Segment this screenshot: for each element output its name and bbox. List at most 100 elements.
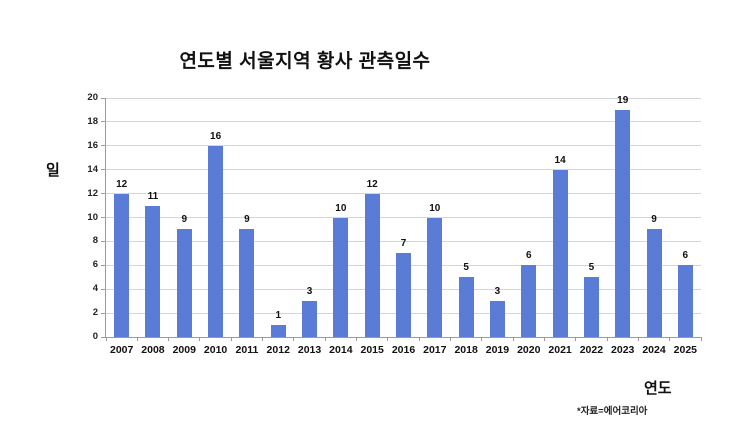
bar-value-label: 9	[651, 214, 657, 226]
x-tick-label: 2017	[423, 344, 447, 356]
bar-value-label: 5	[463, 262, 469, 274]
x-tick-label: 2022	[579, 344, 604, 356]
x-axis-tick	[669, 337, 671, 341]
y-axis-tick	[101, 193, 106, 195]
x-tick-label: 2010	[203, 344, 228, 356]
bar-value-label: 5	[588, 262, 595, 274]
bar	[302, 301, 318, 337]
x-axis-tick	[324, 337, 326, 341]
x-axis-tick	[105, 337, 107, 341]
x-axis-tick	[481, 337, 483, 341]
y-axis-tick	[101, 121, 106, 123]
bar-value-label: 10	[429, 202, 441, 214]
bar-value-label: 1	[275, 310, 282, 322]
bar	[677, 265, 693, 337]
x-axis-tick	[293, 337, 295, 341]
x-axis-tick	[449, 337, 451, 341]
x-tick-label: 2023	[611, 344, 635, 356]
y-tick-label: 10	[87, 211, 98, 223]
bar-value-label: 6	[525, 250, 532, 262]
x-tick-label: 2014	[329, 344, 353, 356]
bar	[427, 217, 443, 337]
x-axis-tick	[512, 337, 514, 341]
x-tick-label: 2018	[454, 344, 478, 356]
x-axis-label: 연도	[644, 380, 672, 397]
y-tick-label: 2	[92, 307, 98, 319]
bar-value-label: 19	[617, 94, 629, 106]
y-axis-tick	[101, 336, 106, 338]
chart-title: 연도별 서울지역 황사 관측일수	[179, 51, 431, 72]
x-axis-tick	[356, 337, 358, 341]
y-tick-label: 8	[92, 235, 98, 247]
x-tick-label: 2007	[109, 344, 134, 356]
y-tick-label: 16	[87, 139, 98, 151]
x-tick-label: 2020	[517, 344, 541, 356]
bar-value-label: 3	[494, 286, 501, 298]
y-tick-label: 6	[92, 259, 98, 271]
x-tick-label: 2012	[266, 344, 290, 356]
x-tick-label: 2024	[642, 344, 666, 356]
bar	[333, 217, 349, 337]
bar	[208, 145, 224, 337]
x-axis-tick	[575, 337, 577, 341]
bar-value-label: 10	[335, 202, 347, 214]
y-tick-label: 20	[87, 92, 98, 103]
bar-value-label: 6	[682, 250, 689, 262]
y-axis-tick	[101, 169, 106, 171]
x-tick-label: 2013	[297, 344, 322, 356]
gridline	[106, 121, 701, 123]
x-axis-tick	[230, 337, 232, 341]
x-tick-label: 2021	[548, 344, 572, 356]
x-tick-label: 2008	[141, 344, 165, 356]
bar-value-label: 9	[181, 214, 188, 226]
x-axis-tick	[700, 337, 702, 341]
x-tick-label: 2015	[360, 344, 384, 356]
bar	[458, 277, 474, 337]
bar	[552, 169, 568, 337]
bar-value-label: 11	[147, 190, 159, 202]
gridline	[106, 97, 701, 99]
y-axis-tick	[101, 312, 106, 314]
x-axis-tick	[168, 337, 170, 341]
bar	[176, 229, 192, 337]
bar	[239, 229, 255, 337]
x-tick-label: 2016	[391, 344, 416, 356]
bar-value-label: 16	[210, 130, 222, 142]
bar-value-label: 9	[244, 214, 250, 226]
x-axis-tick	[199, 337, 201, 341]
x-tick-label: 2025	[673, 344, 697, 356]
y-tick-label: 0	[92, 331, 98, 342]
y-axis-tick	[101, 264, 106, 266]
bar	[364, 193, 380, 337]
y-axis-tick	[101, 288, 106, 290]
bar-value-label: 3	[306, 286, 313, 298]
bar	[489, 301, 505, 337]
x-tick-label: 2019	[485, 344, 510, 356]
bar-value-label: 7	[400, 238, 407, 250]
bar-value-label: 14	[554, 154, 566, 166]
x-axis-tick	[136, 337, 138, 341]
y-axis-tick	[101, 145, 106, 147]
bar	[521, 265, 537, 337]
x-axis-tick	[418, 337, 420, 341]
bar	[646, 229, 662, 337]
plot-area: 0 2 4 6 8 10 12 14 16 18 20 12 2007 11 2008 9 2009 16 2010…	[87, 92, 702, 356]
y-tick-label: 18	[87, 115, 98, 127]
x-tick-label: 2011	[235, 344, 259, 356]
bar	[145, 205, 161, 337]
y-axis-tick	[101, 240, 106, 242]
y-axis-tick	[101, 97, 106, 99]
x-tick-label: 2009	[172, 344, 196, 356]
x-axis-tick	[387, 337, 389, 341]
gridline	[106, 217, 701, 218]
bar	[396, 253, 411, 337]
bar	[114, 193, 130, 337]
gridline	[106, 145, 701, 147]
y-tick-label: 4	[92, 283, 98, 295]
gridline	[106, 169, 701, 171]
y-tick-label: 12	[87, 187, 98, 199]
bar	[583, 277, 599, 337]
y-tick-label: 14	[87, 163, 98, 175]
y-axis-label: 일	[46, 162, 60, 179]
